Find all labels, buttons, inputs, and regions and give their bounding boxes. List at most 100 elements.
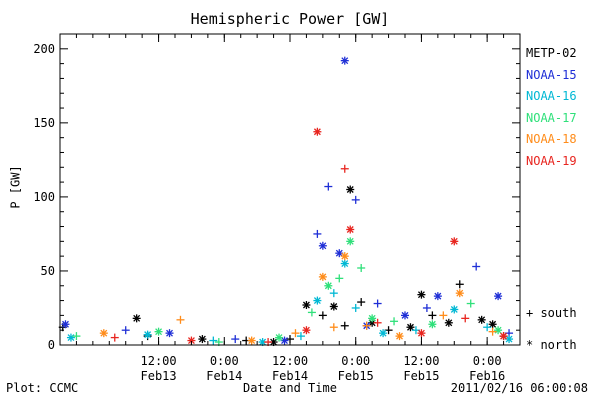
x-tick-time-label: 12:00: [141, 354, 177, 368]
data-point: [307, 308, 316, 317]
x-tick-date-label: Feb14: [206, 369, 242, 383]
legend-entry-noaa-16: NOAA-16: [526, 89, 577, 103]
data-point: [346, 225, 355, 234]
data-point: [335, 249, 344, 258]
data-point: [132, 314, 141, 323]
legend-entry-noaa-15: NOAA-15: [526, 67, 577, 82]
data-point: [313, 296, 322, 305]
legend-entry-metp-02: METP-02: [526, 46, 577, 60]
legend-entry-noaa-19: NOAA-19: [526, 153, 577, 168]
x-tick-date-label: Feb14: [272, 369, 308, 383]
legend-entry-noaa-18: NOAA-18: [526, 132, 577, 146]
data-point: [450, 305, 459, 314]
x-tick-time-label: 0:00: [210, 354, 239, 368]
data-point: [291, 329, 300, 338]
data-point: [395, 332, 404, 341]
series-noaa-16: [66, 259, 514, 347]
chart-title: Hemispheric Power [GW]: [190, 10, 390, 28]
data-point: [324, 281, 333, 290]
data-point: [209, 336, 218, 345]
data-point: [351, 303, 360, 312]
series-noaa-17: [72, 237, 503, 347]
data-point: [472, 262, 481, 271]
marker-legend: + south * north: [526, 297, 577, 361]
y-tick-label: 150: [33, 116, 55, 130]
x-tick-date-label: Feb16: [469, 369, 505, 383]
data-point: [346, 185, 355, 194]
y-tick-label: 100: [33, 190, 55, 204]
data-point: [494, 292, 503, 301]
data-point: [340, 252, 349, 261]
data-point: [296, 332, 305, 341]
x-tick-time-label: 0:00: [341, 354, 370, 368]
data-point: [433, 292, 442, 301]
data-point: [99, 329, 108, 338]
data-point: [439, 311, 448, 320]
data-point: [165, 329, 174, 338]
series-noaa-18: [99, 252, 497, 345]
data-point: [110, 333, 119, 342]
data-point: [357, 298, 366, 307]
legend-entry-noaa-17: NOAA-17: [526, 110, 577, 125]
data-point: [340, 56, 349, 65]
data-point: [154, 327, 163, 336]
data-point: [61, 320, 70, 329]
data-point: [390, 317, 399, 326]
data-point: [72, 332, 81, 341]
data-point: [324, 182, 333, 191]
data-point: [461, 314, 470, 323]
data-point: [121, 326, 130, 335]
data-point: [318, 311, 327, 320]
data-point: [373, 299, 382, 308]
data-point: [187, 336, 196, 345]
x-tick-date-label: Feb13: [141, 369, 177, 383]
data-point: [247, 336, 256, 345]
x-tick-date-label: Feb15: [403, 369, 439, 383]
data-point: [302, 301, 311, 310]
series-noaa-19: [110, 127, 508, 347]
data-point: [401, 311, 409, 320]
data-point: [488, 320, 497, 329]
data-point: [362, 321, 371, 330]
marker-legend-south: + south: [526, 306, 577, 320]
data-point: [368, 314, 377, 323]
plot-timestamp: 2011/02/16 06:00:08: [450, 381, 588, 395]
series-noaa-15: [61, 56, 514, 345]
data-point: [488, 327, 497, 336]
data-point: [455, 280, 464, 289]
series-metp-02: [58, 185, 508, 347]
x-tick-date-label: Feb15: [338, 369, 374, 383]
data-point: [346, 237, 355, 246]
data-point: [313, 229, 322, 238]
data-point: [231, 335, 240, 344]
data-point: [176, 315, 185, 324]
data-point: [351, 195, 360, 204]
marker-legend-north: * north: [526, 338, 577, 352]
data-point: [198, 335, 207, 344]
data-point: [275, 333, 284, 342]
series-legend: METP-02 NOAA-15 NOAA-16 NOAA-17 NOAA-18 NOAA-…: [526, 43, 577, 172]
data-point: [379, 329, 388, 338]
data-point: [417, 329, 426, 338]
x-axis-label: Date and Time: [243, 381, 337, 395]
y-tick-label: 0: [48, 338, 55, 352]
data-point: [329, 302, 338, 311]
data-point: [302, 326, 311, 335]
y-tick-label: 50: [41, 264, 55, 278]
plot-frame: [59, 33, 521, 346]
x-tick-time-label: 12:00: [403, 354, 439, 368]
data-point: [373, 318, 382, 327]
x-tick-time-label: 0:00: [473, 354, 502, 368]
data-point: [318, 272, 327, 281]
x-tick-time-label: 12:00: [272, 354, 308, 368]
data-point: [318, 241, 327, 250]
data-point: [340, 164, 349, 173]
plot-credit: Plot: CCMC: [6, 381, 79, 395]
data-point: [455, 289, 464, 298]
data-point: [483, 323, 492, 332]
data-point: [417, 290, 426, 299]
data-point: [335, 274, 344, 283]
data-point: [444, 318, 453, 327]
data-point: [329, 323, 338, 332]
data-point: [422, 303, 431, 312]
